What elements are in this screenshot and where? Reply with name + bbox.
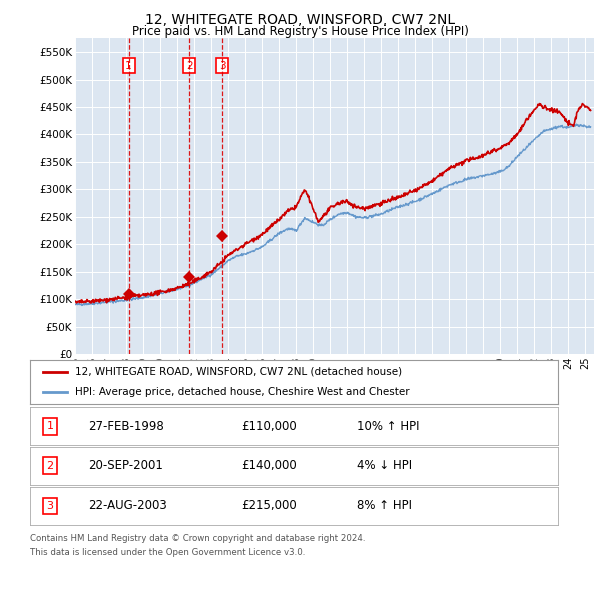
Text: 3: 3: [47, 501, 53, 511]
Text: 8% ↑ HPI: 8% ↑ HPI: [358, 499, 412, 513]
Text: £140,000: £140,000: [241, 459, 297, 473]
Text: 2: 2: [186, 61, 193, 71]
Text: 22-AUG-2003: 22-AUG-2003: [88, 499, 167, 513]
Text: This data is licensed under the Open Government Licence v3.0.: This data is licensed under the Open Gov…: [30, 548, 305, 556]
Text: 10% ↑ HPI: 10% ↑ HPI: [358, 419, 420, 433]
Text: 2: 2: [47, 461, 53, 471]
Text: 1: 1: [47, 421, 53, 431]
Text: Price paid vs. HM Land Registry's House Price Index (HPI): Price paid vs. HM Land Registry's House …: [131, 25, 469, 38]
Text: 1: 1: [125, 61, 132, 71]
Text: 20-SEP-2001: 20-SEP-2001: [88, 459, 163, 473]
Text: HPI: Average price, detached house, Cheshire West and Chester: HPI: Average price, detached house, Ches…: [75, 387, 410, 397]
Text: 12, WHITEGATE ROAD, WINSFORD, CW7 2NL: 12, WHITEGATE ROAD, WINSFORD, CW7 2NL: [145, 13, 455, 27]
Text: 12, WHITEGATE ROAD, WINSFORD, CW7 2NL (detached house): 12, WHITEGATE ROAD, WINSFORD, CW7 2NL (d…: [75, 367, 402, 377]
Text: 4% ↓ HPI: 4% ↓ HPI: [358, 459, 412, 473]
Text: Contains HM Land Registry data © Crown copyright and database right 2024.: Contains HM Land Registry data © Crown c…: [30, 534, 365, 543]
Text: 3: 3: [219, 61, 226, 71]
Text: 27-FEB-1998: 27-FEB-1998: [88, 419, 164, 433]
Text: £215,000: £215,000: [241, 499, 297, 513]
Text: £110,000: £110,000: [241, 419, 297, 433]
